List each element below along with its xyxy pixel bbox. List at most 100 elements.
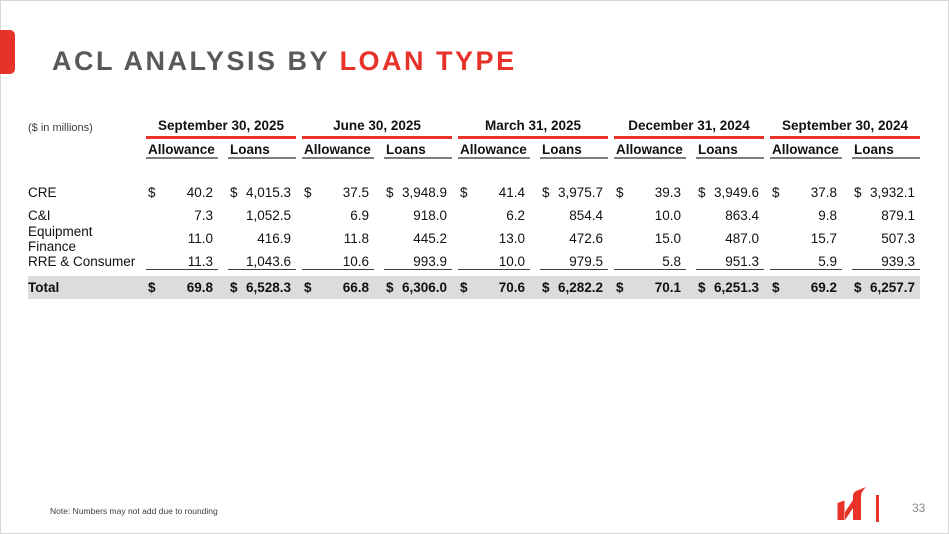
col-header-loans: Loans <box>852 142 920 159</box>
cell-value: 6,528.3 <box>245 280 291 295</box>
group-header-jun30-2025: June 30, 2025 <box>302 118 452 139</box>
table-row: RRE & Consumer 11.3 1,043.6 10.6 993.9 10.0 97… <box>28 250 920 273</box>
subheader-group: Allowance Loans <box>770 142 920 159</box>
cell-value: 41.4 <box>498 185 525 200</box>
page-number: 33 <box>912 501 926 515</box>
page-title-red-part: LOAN TYPE <box>339 46 517 77</box>
row-label: RRE & Consumer <box>28 254 136 269</box>
currency-symbol: $ <box>698 280 706 295</box>
row-label: Total <box>28 280 60 295</box>
subheader-group: Allowance Loans <box>458 142 608 159</box>
cell-value: 6,306.0 <box>401 280 447 295</box>
column-group: 6.9 918.0 <box>302 208 452 223</box>
column-group: $37.8 $3,932.1 <box>770 185 920 200</box>
cell-value: 70.6 <box>498 280 525 295</box>
table-cell: 6.2 <box>458 208 530 223</box>
cell-value: 6.9 <box>350 208 369 223</box>
table-cell: $39.3 <box>614 185 686 200</box>
currency-symbol: $ <box>542 280 550 295</box>
table-cell: 879.1 <box>852 208 920 223</box>
currency-symbol: $ <box>460 185 468 200</box>
cell-value: 507.3 <box>881 231 915 246</box>
row-label: Equipment Finance <box>28 223 93 254</box>
cell-value: 10.0 <box>498 253 525 269</box>
table-body: CRE $40.2 $4,015.3 $37.5 $3,948.9 $41.4 $3,975… <box>28 181 920 299</box>
column-group: $41.4 $3,975.7 <box>458 185 608 200</box>
col-header-allowance: Allowance <box>302 142 374 159</box>
table-cell: $69.8 <box>146 280 218 295</box>
column-group: $69.2 $6,257.7 <box>770 280 920 295</box>
group-header-sep30-2024: September 30, 2024 <box>770 118 920 139</box>
table-group-header-row: ($ in millions) September 30, 2025 June … <box>28 118 920 139</box>
table-cell: $3,949.6 <box>696 185 764 200</box>
column-group: 5.9 939.3 <box>770 254 920 270</box>
footer-divider <box>876 495 879 522</box>
currency-symbol: $ <box>616 185 624 200</box>
cell-value: 15.0 <box>654 231 681 246</box>
footnote: Note: Numbers may not add due to roundin… <box>50 506 218 516</box>
table-cell: 416.9 <box>228 231 296 246</box>
table-cell: $70.6 <box>458 280 530 295</box>
cell-value: 979.5 <box>569 253 603 269</box>
table-cell: $6,306.0 <box>384 280 452 295</box>
subheader-group: Allowance Loans <box>146 142 296 159</box>
table-cell: 6.9 <box>302 208 374 223</box>
acl-analysis-table: ($ in millions) September 30, 2025 June … <box>28 118 920 299</box>
column-group: $39.3 $3,949.6 <box>614 185 764 200</box>
cell-value: 854.4 <box>569 208 603 223</box>
cell-value: 69.8 <box>186 280 213 295</box>
table-cell: 507.3 <box>852 231 920 246</box>
company-h-logo-icon <box>836 487 867 526</box>
cell-value: 445.2 <box>413 231 447 246</box>
table-cell: $3,948.9 <box>384 185 452 200</box>
cell-value: 3,975.7 <box>557 185 603 200</box>
table-cell: $3,975.7 <box>540 185 608 200</box>
table-cell: 854.4 <box>540 208 608 223</box>
cell-value: 1,052.5 <box>245 208 291 223</box>
table-cell: 939.3 <box>852 254 920 270</box>
table-cell: $66.8 <box>302 280 374 295</box>
currency-symbol: $ <box>460 280 468 295</box>
subheader-group: Allowance Loans <box>302 142 452 159</box>
accent-corner-bar <box>0 30 15 74</box>
table-cell: 472.6 <box>540 231 608 246</box>
col-header-allowance: Allowance <box>770 142 842 159</box>
table-cell: $69.2 <box>770 280 842 295</box>
currency-symbol: $ <box>304 185 312 200</box>
units-label: ($ in millions) <box>28 122 93 134</box>
currency-symbol: $ <box>854 280 862 295</box>
column-group: $70.6 $6,282.2 <box>458 280 608 295</box>
column-group: 6.2 854.4 <box>458 208 608 223</box>
cell-value: 879.1 <box>881 208 915 223</box>
cell-value: 39.3 <box>654 185 681 200</box>
table-cell: $6,528.3 <box>228 280 296 295</box>
cell-value: 9.8 <box>818 208 837 223</box>
table-cell: $41.4 <box>458 185 530 200</box>
currency-symbol: $ <box>616 280 624 295</box>
table-cell: 15.7 <box>770 231 842 246</box>
cell-value: 70.1 <box>654 280 681 295</box>
currency-symbol: $ <box>304 280 312 295</box>
cell-value: 939.3 <box>881 253 915 269</box>
column-group: 10.0 979.5 <box>458 254 608 270</box>
cell-value: 6.2 <box>506 208 525 223</box>
subheader-group: Allowance Loans <box>614 142 764 159</box>
table-cell: $6,251.3 <box>696 280 764 295</box>
cell-value: 15.7 <box>810 231 837 246</box>
cell-value: 1,043.6 <box>245 253 291 269</box>
cell-value: 10.6 <box>342 253 369 269</box>
currency-symbol: $ <box>386 185 394 200</box>
cell-value: 11.8 <box>343 231 369 246</box>
cell-value: 37.5 <box>342 185 369 200</box>
table-cell: $6,257.7 <box>852 280 920 295</box>
table-row: C&I 7.3 1,052.5 6.9 918.0 6.2 854.4 10.0 863.4 9.… <box>28 204 920 227</box>
table-cell: 11.8 <box>302 231 374 246</box>
group-header-sep30-2025: September 30, 2025 <box>146 118 296 139</box>
cell-value: 5.9 <box>818 253 837 269</box>
cell-value: 66.8 <box>342 280 369 295</box>
cell-value: 40.2 <box>186 185 213 200</box>
col-header-loans: Loans <box>384 142 452 159</box>
col-header-loans: Loans <box>228 142 296 159</box>
cell-value: 7.3 <box>194 208 213 223</box>
table-row: Equipment Finance 11.0 416.9 11.8 445.2 13.0 4… <box>28 224 920 254</box>
